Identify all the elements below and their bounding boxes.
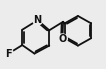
Circle shape <box>33 15 42 25</box>
Text: N: N <box>34 15 42 25</box>
Text: F: F <box>5 49 12 59</box>
Text: O: O <box>58 34 67 44</box>
Circle shape <box>4 49 13 58</box>
Circle shape <box>58 34 67 44</box>
